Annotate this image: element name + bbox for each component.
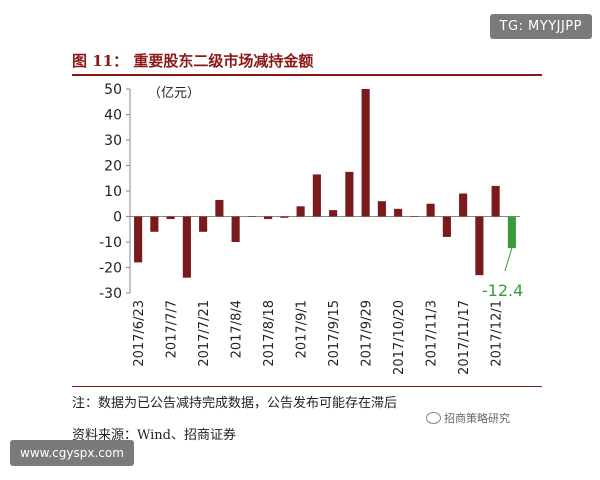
wechat-icon: [426, 412, 441, 424]
bar: [312, 174, 321, 217]
y-tick-label: 10: [104, 184, 122, 200]
y-tick-label: 30: [104, 133, 122, 149]
bar: [264, 216, 273, 220]
x-tick-label: 2017/7/7: [165, 300, 180, 358]
bar: [426, 203, 435, 217]
y-axis: 50 40 30 20 10 0 -10 -20 -30: [99, 82, 520, 302]
bar: [507, 216, 516, 249]
x-tick-label: 2017/9/29: [360, 300, 375, 367]
bar: [377, 201, 386, 217]
bar: [296, 206, 305, 217]
y-tick-label: -10: [99, 235, 122, 251]
y-tick-label: 40: [104, 108, 122, 124]
annotation: -12.4: [482, 247, 523, 300]
x-tick-label: 2017/8/4: [230, 300, 245, 358]
y-tick-label: 50: [104, 82, 122, 98]
x-tick-label: 2017/10/20: [392, 300, 407, 375]
x-tick-label: 2017/11/3: [425, 300, 440, 367]
bar: [231, 216, 240, 242]
bar: [475, 216, 484, 276]
watermark-badge-top: TG: MYYJJPP: [489, 14, 592, 39]
bar: [247, 216, 256, 217]
bar: [491, 185, 500, 217]
source-line: 资料来源：Wind、招商证券: [72, 428, 236, 443]
y-tick-label: 20: [104, 159, 122, 175]
bar: [182, 216, 191, 278]
x-tick-label: 2017/11/17: [457, 300, 472, 375]
annotation-leader: [504, 247, 513, 272]
bar: [345, 171, 354, 217]
bar: [215, 199, 224, 217]
bar: [329, 210, 338, 217]
bar: [410, 216, 419, 217]
figure-title: 图 11： 重要股东二级市场减持金额: [72, 52, 314, 70]
bar: [150, 216, 159, 232]
x-tick-label: 2017/8/18: [262, 300, 277, 367]
title-rule: [72, 74, 542, 76]
annotation-label: -12.4: [482, 281, 523, 300]
x-tick-label: 2017/6/23: [132, 300, 147, 367]
y-tick-label: -20: [99, 261, 122, 277]
x-tick-label: 2017/12/1: [490, 300, 505, 367]
bar: [166, 216, 175, 220]
bar: [442, 216, 451, 237]
watermark-badge-bottom: www.cgyspx.com: [10, 440, 134, 466]
bars: [134, 89, 516, 278]
footnote: 注：数据为已公告减持完成数据，公告发布可能存在滞后: [72, 396, 398, 411]
x-tick-label: 2017/7/21: [197, 300, 212, 367]
watermark-logo: 招商策略研究: [426, 410, 510, 426]
x-tick-label: 2017/9/1: [295, 300, 310, 358]
y-tick-label: -30: [99, 286, 122, 302]
note-rule: [72, 386, 542, 387]
bar: [199, 216, 208, 232]
bar: [134, 216, 143, 263]
x-tick-label: 2017/9/15: [327, 300, 342, 367]
watermark-text: 招商策略研究: [444, 412, 510, 425]
x-axis-labels: 2017/6/23 2017/7/7 2017/7/21 2017/8/4 2017/8…: [132, 300, 505, 375]
y-tick-label: 0: [113, 210, 122, 226]
bar: [361, 89, 370, 217]
unit-label: （亿元）: [148, 86, 200, 101]
bar: [280, 216, 289, 218]
bar: [394, 208, 403, 217]
bar: [459, 193, 468, 217]
